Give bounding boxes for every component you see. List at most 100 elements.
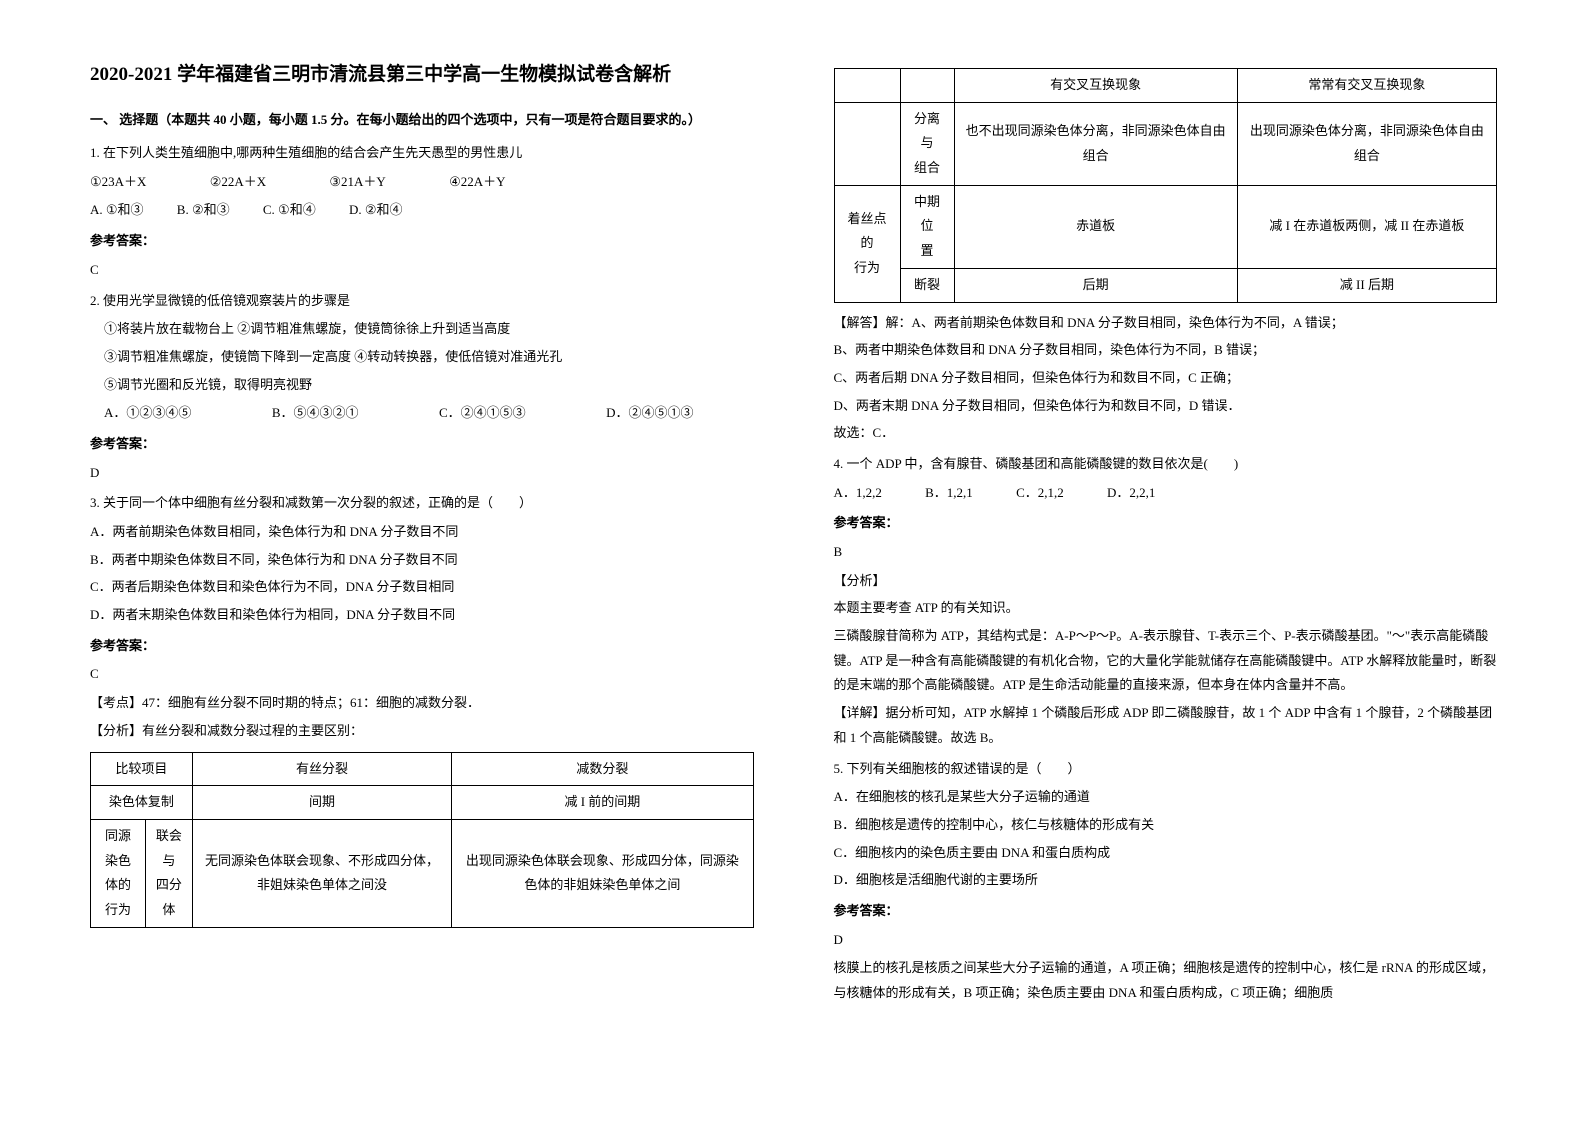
td-blank bbox=[834, 69, 900, 103]
td-no-sep: 也不出现同源染色体分离，非同源染色体自由组合 bbox=[954, 102, 1237, 185]
q3-exp-b: B、两者中期染色体数目和 DNA 分子数目相同，染色体行为不同，B 错误； bbox=[834, 338, 1498, 363]
q3-opt-a: A．两者前期染色体数目相同，染色体行为和 DNA 分子数目不同 bbox=[90, 520, 754, 545]
q5-answer: D bbox=[834, 928, 1498, 953]
th-meiosis: 减数分裂 bbox=[452, 752, 753, 786]
q4-p2: 三磷酸腺苷简称为 ATP，其结构式是：A-P～P～P。A-表示腺苷、T-表示三个… bbox=[834, 624, 1498, 698]
th-mitosis: 有丝分裂 bbox=[192, 752, 452, 786]
q1-stem: 1. 在下列人类生殖细胞中,哪两种生殖细胞的结合会产生先天愚型的男性患儿 bbox=[90, 141, 754, 166]
q2-stem: 2. 使用光学显微镜的低倍镜观察装片的步骤是 bbox=[90, 289, 754, 314]
q3-fenxi: 【分析】有丝分裂和减数分裂过程的主要区别： bbox=[90, 719, 754, 744]
q3-answer: C bbox=[90, 662, 754, 687]
q5-answer-label: 参考答案： bbox=[834, 899, 1498, 924]
q4-p1: 本题主要考查 ATP 的有关知识。 bbox=[834, 596, 1498, 621]
q1-answer-label: 参考答案： bbox=[90, 229, 754, 254]
q2-line2: ③调节粗准焦螺旋，使镜筒下降到一定高度 ④转动转换器，使低倍镜对准通光孔 bbox=[104, 345, 754, 370]
q1-n3: ③21A＋Y bbox=[329, 170, 385, 195]
td-meiosis-ii-ana: 减 II 后期 bbox=[1237, 268, 1496, 302]
q4-answer: B bbox=[834, 540, 1498, 565]
q4-opt-d: D．2,2,1 bbox=[1107, 481, 1155, 506]
td-blank bbox=[834, 102, 900, 185]
td-sep-occurs: 出现同源染色体分离，非同源染色体自由组合 bbox=[1237, 102, 1496, 185]
right-column: 有交叉互换现象 常常有交叉互换现象 分离与 组合 也不出现同源染色体分离，非同源… bbox=[794, 60, 1538, 1082]
q1-circled-items: ①23A＋X ②22A＋X ③21A＋Y ④22A＋Y bbox=[90, 170, 754, 195]
q5-opt-a: A．在细胞核的核孔是某些大分子运输的通道 bbox=[834, 785, 1498, 810]
q1-n4: ④22A＋Y bbox=[449, 170, 505, 195]
q2-opt-d: D．②④⑤①③ bbox=[606, 401, 693, 426]
q3-guxuan: 故选：C． bbox=[834, 421, 1498, 446]
q4-fenxi: 【分析】 bbox=[834, 569, 1498, 594]
q3-stem: 3. 关于同一个体中细胞有丝分裂和减数第一次分裂的叙述，正确的是（ ） bbox=[90, 491, 754, 516]
td-equator: 赤道板 bbox=[954, 185, 1237, 268]
q1-opt-b: B. ②和③ bbox=[177, 198, 230, 223]
table-row: 比较项目 有丝分裂 减数分裂 bbox=[91, 752, 754, 786]
q1-opt-d: D. ②和④ bbox=[349, 198, 403, 223]
table-row: 有交叉互换现象 常常有交叉互换现象 bbox=[834, 69, 1497, 103]
cell-text: 置 bbox=[921, 243, 934, 258]
cell-text: 行为 bbox=[854, 260, 880, 275]
q2-line1: ①将装片放在载物台上 ②调节粗准焦螺旋，使镜筒徐徐上升到适当高度 bbox=[104, 317, 754, 342]
q1-opt-a: A. ①和③ bbox=[90, 198, 144, 223]
td-interphase: 间期 bbox=[192, 786, 452, 820]
cell-text: 中期位 bbox=[914, 194, 940, 234]
q2-line3: ⑤调节光圈和反光镜，取得明亮视野 bbox=[104, 373, 754, 398]
q3-exp-d: D、两者末期 DNA 分子数目相同，但染色体行为和数目不同，D 错误． bbox=[834, 394, 1498, 419]
q3-opt-c: C．两者后期染色体数目和染色体行为不同，DNA 分子数目相同 bbox=[90, 575, 754, 600]
td-centromere: 着丝点的 行为 bbox=[834, 185, 900, 302]
td-pre-meiosis-i: 减 I 前的间期 bbox=[452, 786, 753, 820]
q4-answer-label: 参考答案： bbox=[834, 511, 1498, 536]
cell-text: 体的行为 bbox=[105, 877, 131, 917]
table-row: 分离与 组合 也不出现同源染色体分离，非同源染色体自由组合 出现同源染色体分离，… bbox=[834, 102, 1497, 185]
cell-text: 四分体 bbox=[156, 877, 182, 917]
q3-exp-c: C、两者后期 DNA 分子数目相同，但染色体行为和数目不同，C 正确； bbox=[834, 366, 1498, 391]
q4-xiangjie: 【详解】据分析可知，ATP 水解掉 1 个磷酸后形成 ADP 即二磷酸腺苷，故 … bbox=[834, 701, 1498, 750]
q5-opt-b: B．细胞核是遗传的控制中心，核仁与核糖体的形成有关 bbox=[834, 813, 1498, 838]
q3-answer-label: 参考答案： bbox=[90, 634, 754, 659]
td-no-synapsis: 无同源染色体联会现象、不形成四分体，非姐妹染色单体之间没 bbox=[192, 819, 452, 927]
td-synapsis: 联会与 四分体 bbox=[146, 819, 193, 927]
q4-opt-b: B．1,2,1 bbox=[925, 481, 973, 506]
td-crossover-often: 常常有交叉互换现象 bbox=[1237, 69, 1496, 103]
table-row: 染色体复制 间期 减 I 前的间期 bbox=[91, 786, 754, 820]
table-row: 断裂 后期 减 II 后期 bbox=[834, 268, 1497, 302]
q2-opt-b: B．⑤④③②① bbox=[272, 401, 359, 426]
cell-text: 联会与 bbox=[156, 828, 182, 868]
q2-options: A．①②③④⑤ B．⑤④③②① C．②④①⑤③ D．②④⑤①③ bbox=[90, 401, 754, 426]
section-1-head: 一、 选择题（本题共 40 小题，每小题 1.5 分。在每小题给出的四个选项中，… bbox=[90, 108, 754, 133]
q3-opt-d: D．两者末期染色体数目和染色体行为相同，DNA 分子数目不同 bbox=[90, 603, 754, 628]
td-separation: 分离与 组合 bbox=[900, 102, 954, 185]
q5-opt-d: D．细胞核是活细胞代谢的主要场所 bbox=[834, 868, 1498, 893]
td-blank bbox=[900, 69, 954, 103]
q2-opt-c: C．②④①⑤③ bbox=[439, 401, 526, 426]
q4-stem: 4. 一个 ADP 中，含有腺苷、磷酸基团和高能磷酸键的数目依次是( ) bbox=[834, 452, 1498, 477]
cell-text: 组合 bbox=[914, 160, 940, 175]
td-synapsis-occurs: 出现同源染色体联会现象、形成四分体，同源染色体的非姐妹染色单体之间 bbox=[452, 819, 753, 927]
q5-stem: 5. 下列有关细胞核的叙述错误的是（ ） bbox=[834, 757, 1498, 782]
q1-answer: C bbox=[90, 258, 754, 283]
cell-text: 同源染色 bbox=[105, 828, 131, 868]
q5-opt-c: C．细胞核内的染色质主要由 DNA 和蛋白质构成 bbox=[834, 841, 1498, 866]
table-row: 着丝点的 行为 中期位 置 赤道板 减 I 在赤道板两侧，减 II 在赤道板 bbox=[834, 185, 1497, 268]
td-meiosis-equator: 减 I 在赤道板两侧，减 II 在赤道板 bbox=[1237, 185, 1496, 268]
comparison-table-right: 有交叉互换现象 常常有交叉互换现象 分离与 组合 也不出现同源染色体分离，非同源… bbox=[834, 68, 1498, 303]
cell-text: 着丝点的 bbox=[848, 211, 887, 251]
td-metaphase-pos: 中期位 置 bbox=[900, 185, 954, 268]
left-column: 2020-2021 学年福建省三明市清流县第三中学高一生物模拟试卷含解析 一、 … bbox=[50, 60, 794, 1082]
q4-options: A．1,2,2 B．1,2,1 C．2,1,2 D．2,2,1 bbox=[834, 481, 1498, 506]
td-homolog-behavior-1: 同源染色 体的行为 bbox=[91, 819, 146, 927]
q3-opt-b: B．两者中期染色体数目不同，染色体行为和 DNA 分子数目不同 bbox=[90, 548, 754, 573]
exam-title: 2020-2021 学年福建省三明市清流县第三中学高一生物模拟试卷含解析 bbox=[90, 60, 754, 90]
td-crossover: 有交叉互换现象 bbox=[954, 69, 1237, 103]
q3-jieda: 【解答】解：A、两者前期染色体数目和 DNA 分子数目相同，染色体行为不同，A … bbox=[834, 311, 1498, 336]
cell-text: 分离与 bbox=[914, 111, 940, 151]
q2-answer-label: 参考答案： bbox=[90, 432, 754, 457]
q4-opt-c: C．2,1,2 bbox=[1016, 481, 1064, 506]
q1-options: A. ①和③ B. ②和③ C. ①和④ D. ②和④ bbox=[90, 198, 754, 223]
td-anaphase: 后期 bbox=[954, 268, 1237, 302]
q1-n2: ②22A＋X bbox=[210, 170, 266, 195]
q1-opt-c: C. ①和④ bbox=[263, 198, 316, 223]
th-compare: 比较项目 bbox=[91, 752, 193, 786]
q4-opt-a: A．1,2,2 bbox=[834, 481, 882, 506]
q1-n1: ①23A＋X bbox=[90, 170, 146, 195]
q5-explanation: 核膜上的核孔是核质之间某些大分子运输的通道，A 项正确；细胞核是遗传的控制中心，… bbox=[834, 956, 1498, 1005]
comparison-table-left: 比较项目 有丝分裂 减数分裂 染色体复制 间期 减 I 前的间期 同源染色 体的… bbox=[90, 752, 754, 928]
